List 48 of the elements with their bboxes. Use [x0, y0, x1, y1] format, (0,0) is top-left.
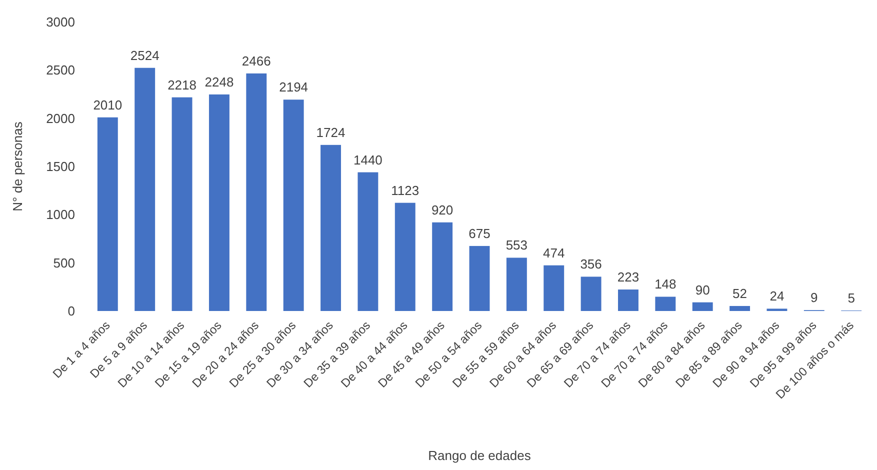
data-label: 90 [695, 282, 710, 298]
bar [394, 202, 416, 311]
data-label: 223 [617, 270, 640, 285]
data-label: 24 [770, 288, 784, 304]
data-label: 148 [654, 276, 676, 292]
data-label: 1724 [316, 124, 346, 140]
bar [544, 265, 564, 311]
y-tick-label: 1500 [46, 159, 75, 174]
bar [172, 97, 192, 311]
data-label: 675 [468, 226, 490, 241]
data-label: 2524 [130, 48, 160, 63]
y-tick-label: 500 [53, 255, 75, 270]
data-label: 1440 [353, 152, 382, 168]
data-label: 553 [506, 238, 528, 253]
data-label: 474 [543, 245, 565, 260]
data-label: 356 [580, 256, 602, 272]
bar [506, 258, 527, 311]
bar [432, 222, 453, 311]
y-tick-label: 1000 [46, 207, 75, 222]
data-label: 2010 [93, 97, 122, 112]
bar [358, 172, 378, 311]
data-label: 5 [848, 290, 855, 306]
bar [283, 100, 304, 311]
y-tick-label: 0 [68, 304, 75, 319]
data-label: 920 [431, 202, 454, 218]
data-label: 2194 [279, 80, 308, 95]
y-axis-title: N° de personas [10, 121, 25, 212]
bar [618, 290, 638, 311]
data-label: 2248 [204, 74, 234, 90]
data-label: 2466 [242, 53, 271, 68]
data-label: 9 [810, 290, 818, 306]
bar [469, 246, 490, 311]
bar [655, 296, 676, 311]
bar [208, 94, 230, 311]
bar [246, 73, 267, 311]
y-tick-label: 2500 [46, 62, 75, 78]
bar [97, 117, 118, 311]
data-label: 1123 [391, 182, 420, 198]
data-label: 2218 [168, 77, 196, 92]
bar [692, 302, 713, 311]
bar [134, 68, 156, 311]
bar [320, 144, 341, 311]
data-label: 52 [732, 286, 748, 301]
y-tick-label: 3000 [46, 14, 75, 30]
y-tick-label: 2000 [46, 110, 75, 126]
bar [580, 276, 602, 311]
bar [730, 306, 750, 311]
x-axis-title: Rango de edades [428, 448, 532, 463]
